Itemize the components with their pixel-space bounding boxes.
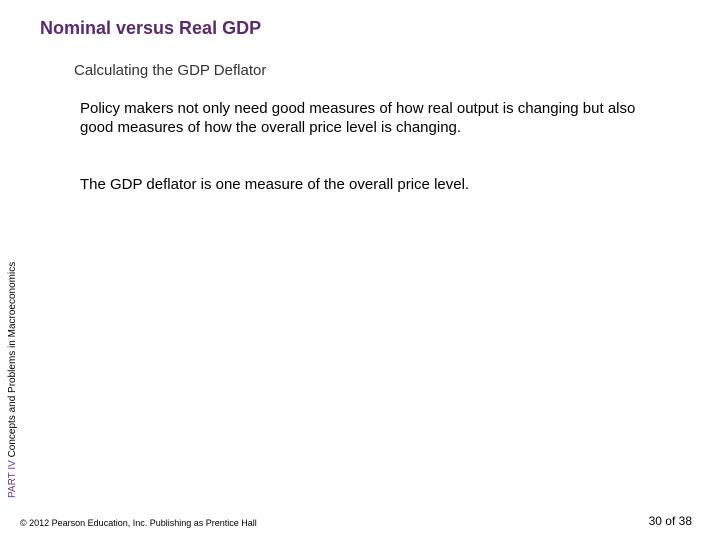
slide: Nominal versus Real GDP Calculating the … <box>0 0 720 540</box>
side-label-part: PART IV <box>7 460 18 498</box>
body-paragraph-1: Policy makers not only need good measure… <box>80 100 640 138</box>
main-title: Nominal versus Real GDP <box>40 18 261 39</box>
side-label: PART IV Concepts and Problems in Macroec… <box>7 262 18 498</box>
footer-page: 30 of 38 <box>649 514 692 528</box>
side-label-rest: Concepts and Problems in Macroeconomics <box>7 262 18 460</box>
footer-copyright: © 2012 Pearson Education, Inc. Publishin… <box>20 518 257 528</box>
sub-title: Calculating the GDP Deflator <box>74 62 266 79</box>
body-paragraph-2: The GDP deflator is one measure of the o… <box>80 176 640 195</box>
